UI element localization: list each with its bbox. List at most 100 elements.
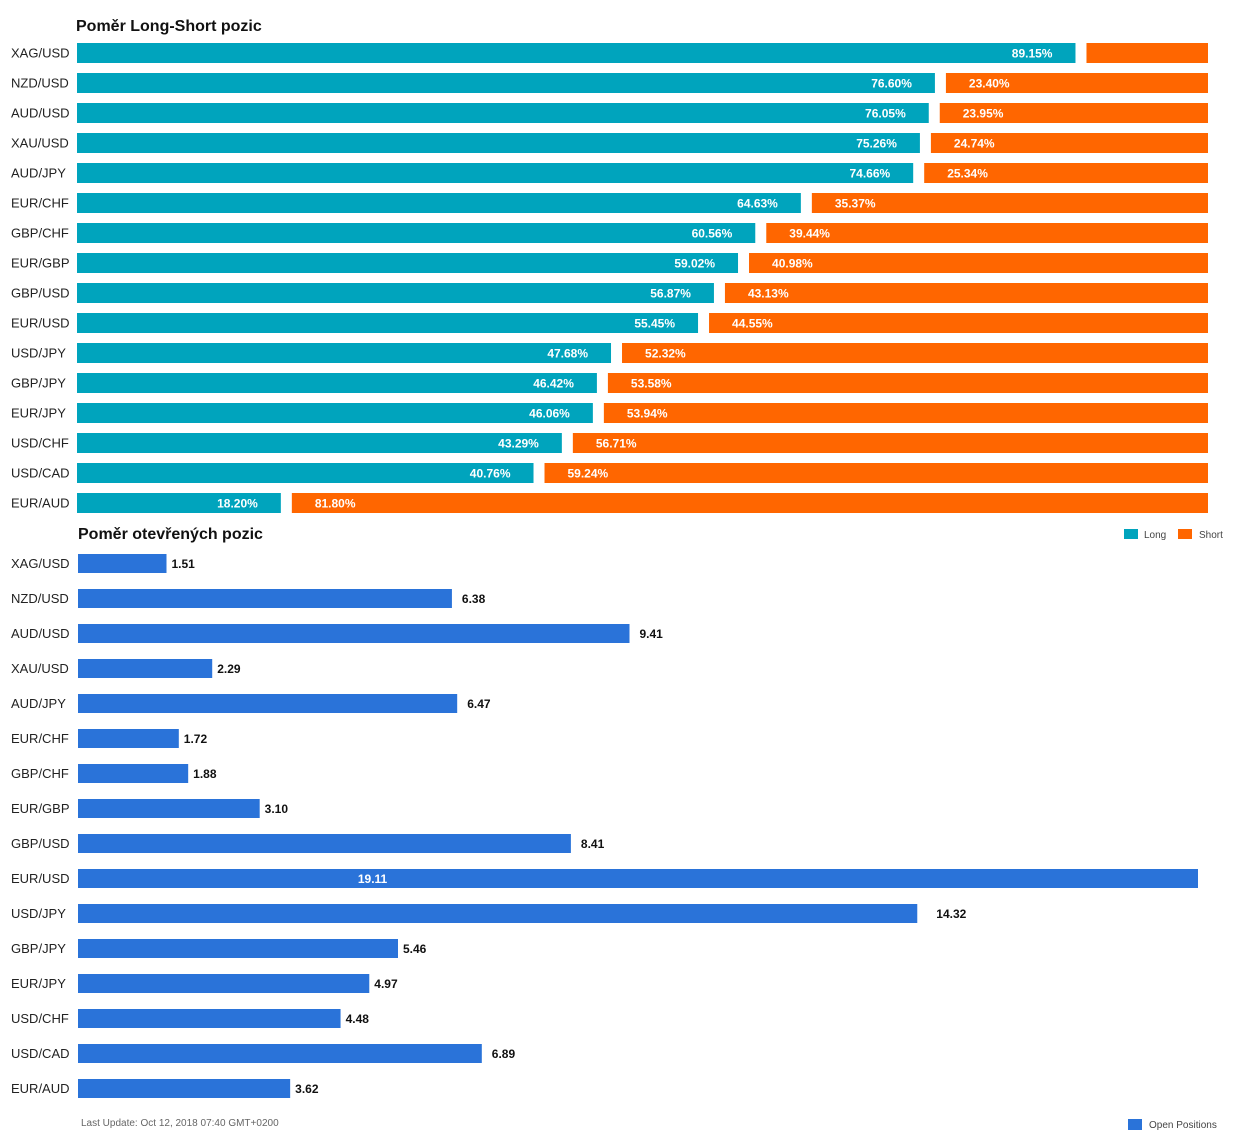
legend-short-swatch (1178, 529, 1192, 539)
chart2-category-label: EUR/JPY (11, 976, 66, 991)
chart2-category-label: GBP/USD (11, 836, 70, 851)
open-positions-value-label: 4.97 (374, 977, 398, 991)
short-bar-gbp-jpy[interactable] (607, 373, 1208, 393)
open-positions-bar-gbp-usd[interactable] (78, 834, 571, 853)
chart2-category-label: EUR/AUD (11, 1081, 70, 1096)
long-bar-nzd-usd[interactable] (77, 73, 935, 93)
long-bar-eur-aud[interactable] (77, 493, 281, 513)
long-bar-usd-jpy[interactable] (77, 343, 612, 363)
short-value-label: 23.95% (963, 107, 1004, 121)
chart1-category-label: USD/CAD (11, 466, 70, 481)
legend-short-label: Short (1199, 530, 1223, 541)
open-positions-value-label: 14.32 (936, 907, 966, 921)
chart1-category-label: XAU/USD (11, 136, 69, 151)
open-positions-bar-eur-aud[interactable] (78, 1079, 291, 1098)
short-bar-eur-usd[interactable] (709, 313, 1208, 333)
long-value-label: 74.66% (849, 167, 890, 181)
chart1-category-label: USD/JPY (11, 346, 66, 361)
chart2-category-label: AUD/JPY (11, 696, 66, 711)
chart1-category-label: USD/CHF (11, 436, 69, 451)
long-bar-xau-usd[interactable] (77, 133, 920, 153)
short-value-label: 39.44% (789, 227, 830, 241)
long-bar-usd-cad[interactable] (77, 463, 534, 483)
open-positions-bar-eur-jpy[interactable] (78, 974, 370, 993)
short-value-label: 23.40% (969, 77, 1010, 91)
short-value-label: 59.24% (568, 467, 609, 481)
short-bar-usd-jpy[interactable] (622, 343, 1208, 363)
open-positions-bar-usd-jpy[interactable] (78, 904, 918, 923)
chart1-category-label: GBP/USD (11, 286, 70, 301)
short-bar-gbp-usd[interactable] (724, 283, 1208, 303)
long-value-label: 76.05% (865, 107, 906, 121)
short-bar-usd-chf[interactable] (572, 433, 1208, 453)
long-bar-eur-gbp[interactable] (77, 253, 739, 273)
short-bar-xau-usd[interactable] (930, 133, 1208, 153)
open-positions-value-label: 19.11 (358, 872, 388, 886)
open-positions-bar-xau-usd[interactable] (78, 659, 213, 678)
open-positions-bar-gbp-jpy[interactable] (78, 939, 398, 958)
open-positions-bar-usd-chf[interactable] (78, 1009, 341, 1028)
open-positions-value-label: 6.89 (492, 1047, 516, 1061)
legend-open-positions-swatch (1128, 1119, 1142, 1130)
short-bar-xag-usd[interactable] (1086, 43, 1208, 63)
short-bar-eur-aud[interactable] (291, 493, 1209, 513)
short-bar-aud-jpy[interactable] (924, 163, 1208, 183)
long-bar-eur-chf[interactable] (77, 193, 801, 213)
long-value-label: 64.63% (737, 197, 778, 211)
long-value-label: 60.56% (692, 227, 733, 241)
open-positions-value-label: 4.48 (346, 1012, 370, 1026)
open-positions-value-label: 2.29 (217, 662, 241, 676)
short-bar-nzd-usd[interactable] (945, 73, 1208, 93)
long-value-label: 59.02% (674, 257, 715, 271)
long-bar-aud-jpy[interactable] (77, 163, 914, 183)
chart1-category-label: EUR/USD (11, 316, 70, 331)
chart2-category-label: GBP/JPY (11, 941, 66, 956)
chart2-category-label: NZD/USD (11, 591, 69, 606)
open-positions-bar-nzd-usd[interactable] (78, 589, 452, 608)
open-positions-bar-eur-chf[interactable] (78, 729, 179, 748)
long-bar-eur-usd[interactable] (77, 313, 699, 333)
short-value-label: 44.55% (732, 317, 773, 331)
open-positions-bar-aud-usd[interactable] (78, 624, 630, 643)
open-positions-bar-usd-cad[interactable] (78, 1044, 482, 1063)
legend-open-positions-label: Open Positions (1149, 1120, 1217, 1131)
long-bar-eur-jpy[interactable] (77, 403, 593, 423)
chart1-title: Poměr Long-Short pozic (76, 18, 262, 35)
short-bar-usd-cad[interactable] (544, 463, 1208, 483)
chart1-category-label: EUR/CHF (11, 196, 69, 211)
short-value-label: 24.74% (954, 137, 995, 151)
open-positions-value-label: 3.10 (265, 802, 289, 816)
long-bar-aud-usd[interactable] (77, 103, 929, 123)
long-bar-xag-usd[interactable] (77, 43, 1076, 63)
chart2-category-label: AUD/USD (11, 626, 70, 641)
chart1-category-label: GBP/JPY (11, 376, 66, 391)
short-value-label: 43.13% (748, 287, 789, 301)
open-positions-bar-eur-usd[interactable] (78, 869, 1198, 888)
short-bar-eur-gbp[interactable] (749, 253, 1208, 273)
short-value-label: 81.80% (315, 497, 356, 511)
chart2-category-label: EUR/USD (11, 871, 70, 886)
short-bar-aud-usd[interactable] (939, 103, 1208, 123)
open-positions-bar-aud-jpy[interactable] (78, 694, 458, 713)
short-bar-gbp-chf[interactable] (766, 223, 1208, 243)
chart1-category-label: XAG/USD (11, 46, 70, 61)
long-value-label: 46.42% (533, 377, 574, 391)
long-bar-gbp-jpy[interactable] (77, 373, 597, 393)
chart2-category-label: EUR/GBP (11, 801, 70, 816)
last-update-text: Last Update: Oct 12, 2018 07:40 GMT+0200 (81, 1118, 279, 1129)
open-positions-bar-gbp-chf[interactable] (78, 764, 189, 783)
short-bar-eur-jpy[interactable] (603, 403, 1208, 423)
long-value-label: 43.29% (498, 437, 539, 451)
long-value-label: 56.87% (650, 287, 691, 301)
long-bar-gbp-chf[interactable] (77, 223, 756, 243)
long-bar-gbp-usd[interactable] (77, 283, 714, 303)
long-value-label: 46.06% (529, 407, 570, 421)
chart2-category-label: EUR/CHF (11, 731, 69, 746)
long-bar-usd-chf[interactable] (77, 433, 562, 453)
open-positions-bar-eur-gbp[interactable] (78, 799, 260, 818)
short-bar-eur-chf[interactable] (811, 193, 1208, 213)
long-value-label: 55.45% (634, 317, 675, 331)
open-positions-bar-xag-usd[interactable] (78, 554, 167, 573)
open-positions-value-label: 1.51 (171, 557, 195, 571)
